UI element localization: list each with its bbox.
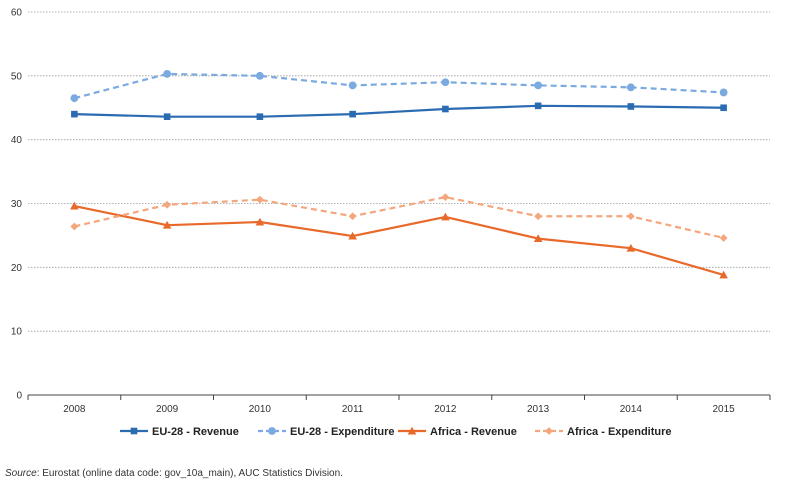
legend-label: EU-28 - Expenditure — [290, 426, 395, 438]
x-tick-label: 2015 — [713, 404, 736, 415]
data-point — [534, 212, 543, 221]
legend-marker — [268, 427, 276, 435]
source-text: : Eurostat (online data code: gov_10a_ma… — [36, 468, 343, 479]
data-point — [163, 113, 171, 120]
series-1 — [70, 70, 728, 103]
y-tick-label: 60 — [11, 8, 23, 19]
x-tick-label: 2010 — [249, 404, 272, 415]
x-tick-label: 2011 — [342, 404, 364, 415]
data-point — [441, 78, 450, 87]
legend-item: Africa - Expenditure — [535, 426, 672, 438]
y-tick-label: 10 — [11, 327, 23, 338]
data-point — [626, 212, 635, 221]
x-tick-label: 2008 — [63, 404, 86, 415]
data-point — [626, 83, 635, 92]
y-tick-label: 0 — [16, 391, 22, 402]
x-tick-label: 2012 — [434, 404, 457, 415]
data-point — [348, 212, 357, 221]
legend-label: Africa - Expenditure — [567, 426, 672, 438]
data-point — [627, 103, 635, 110]
y-tick-label: 50 — [11, 71, 23, 82]
data-point — [349, 110, 356, 118]
x-tick-label: 2009 — [156, 404, 179, 415]
legend-label: EU-28 - Revenue — [152, 426, 239, 438]
y-tick-label: 20 — [11, 263, 23, 274]
data-point — [256, 113, 264, 120]
data-point — [442, 105, 449, 113]
legend-marker — [545, 427, 553, 435]
data-point — [162, 220, 172, 229]
data-point — [441, 212, 450, 221]
series-line — [74, 196, 724, 240]
data-point — [163, 70, 172, 78]
data-point — [719, 88, 728, 97]
x-tick-label: 2013 — [527, 404, 550, 415]
series-line — [74, 72, 724, 100]
data-point — [348, 231, 357, 240]
data-point — [255, 195, 264, 204]
legend-item: Africa - Revenue — [398, 426, 517, 438]
series-line — [74, 204, 724, 277]
data-point — [719, 270, 728, 279]
series-line — [74, 104, 724, 118]
legend: EU-28 - Revenue EU-28 - Expenditure Africa… — [120, 426, 672, 438]
legend-label: Africa - Revenue — [430, 426, 517, 438]
data-point — [163, 200, 172, 209]
data-point — [70, 94, 79, 103]
series-2 — [70, 201, 728, 279]
data-point — [626, 243, 636, 252]
data-point — [534, 102, 542, 110]
source-note: Source: Eurostat (online data code: gov_… — [5, 468, 343, 479]
series-0 — [71, 102, 727, 120]
data-point — [719, 234, 728, 242]
data-point — [255, 71, 264, 80]
source-label: Source — [5, 468, 37, 479]
x-tick-label: 2014 — [620, 404, 643, 415]
legend-item: EU-28 - Expenditure — [258, 426, 395, 438]
data-point — [255, 217, 265, 226]
data-point — [441, 193, 450, 202]
legend-marker — [407, 426, 417, 435]
data-point — [70, 222, 79, 231]
data-point — [720, 104, 727, 112]
data-point — [534, 81, 543, 90]
series-3 — [70, 193, 728, 242]
data-point — [533, 234, 543, 243]
y-tick-label: 40 — [11, 135, 23, 146]
data-point — [70, 201, 79, 210]
data-point — [71, 110, 78, 118]
legend-item: EU-28 - Revenue — [120, 426, 239, 438]
legend-marker — [130, 427, 138, 435]
y-tick-label: 30 — [11, 199, 23, 210]
data-point — [348, 81, 357, 90]
y-gridlines — [28, 11, 770, 332]
